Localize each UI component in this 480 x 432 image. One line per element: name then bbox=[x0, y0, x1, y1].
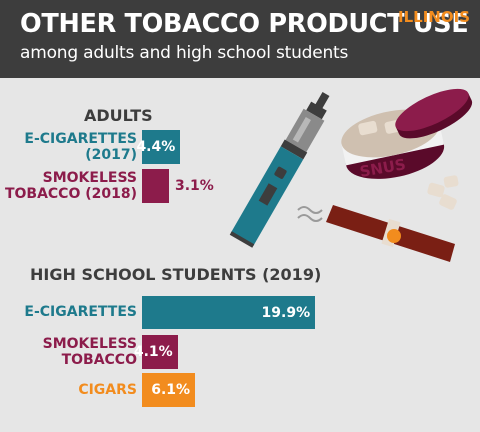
students-ecig-label: E-CIGARETTES bbox=[24, 304, 137, 320]
page-title: OTHER TOBACCO PRODUCT USE bbox=[20, 9, 469, 39]
cigar-icon bbox=[297, 205, 455, 262]
students-section-title: HIGH SCHOOL STUDENTS (2019) bbox=[30, 265, 322, 284]
students-ecig-bar bbox=[142, 296, 316, 329]
adults-ecig-label: E-CIGARETTES (2017) bbox=[24, 131, 137, 163]
students-cigars-value: 6.1% bbox=[151, 382, 191, 398]
students-smokeless-bar bbox=[142, 335, 178, 369]
students-ecig-value: 19.9% bbox=[261, 305, 311, 321]
header-banner: OTHER TOBACCO PRODUCT USE among adults a… bbox=[0, 0, 480, 78]
adults-smokeless-bar bbox=[142, 169, 169, 203]
adults-section-title: ADULTS bbox=[84, 106, 153, 125]
adults-smokeless-label: SMOKELESS TOBACCO (2018) bbox=[4, 170, 137, 202]
snus-tin-icon: SNUS bbox=[341, 88, 473, 210]
students-cigars-label: CIGARS bbox=[78, 382, 137, 398]
state-label: ILLINOIS bbox=[398, 8, 470, 26]
page-subtitle: among adults and high school students bbox=[20, 43, 349, 63]
adults-ecig-bar bbox=[142, 130, 181, 164]
adults-smokeless-value: 3.1% bbox=[174, 178, 214, 194]
adults-ecig-value: 4.4% bbox=[136, 139, 176, 155]
e-cigarette-icon bbox=[229, 91, 330, 248]
students-smokeless-label: SMOKELESS TOBACCO bbox=[42, 336, 137, 368]
students-cigars-bar bbox=[142, 373, 196, 407]
students-smokeless-value: 4.1% bbox=[133, 344, 173, 360]
